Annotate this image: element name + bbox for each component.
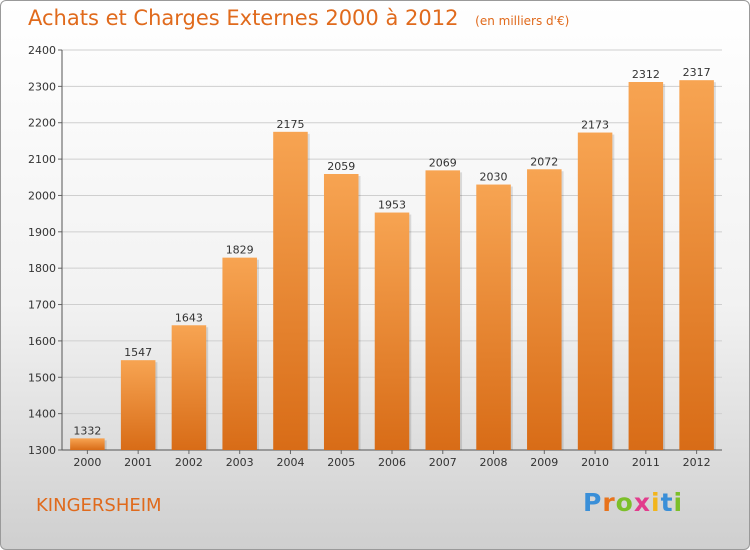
bars: [70, 80, 716, 451]
bar: [70, 438, 105, 450]
bar: [120, 360, 156, 450]
bar: [476, 184, 511, 450]
bar: [577, 132, 613, 450]
value-label: 1332: [73, 424, 101, 437]
chart-unit: (en milliers d'€): [475, 14, 570, 28]
value-label: 2173: [581, 119, 609, 132]
chart-title-text: Achats et Charges Externes 2000 à 2012: [28, 6, 459, 30]
x-tick-label: 2003: [226, 456, 254, 469]
x-tick-label: 2005: [327, 456, 355, 469]
y-tick-label: 2300: [28, 80, 56, 93]
value-labels: 1332 1547 1643 1829 2175 2059 1953 2069 2030 2072…: [73, 66, 710, 437]
value-label: 2072: [530, 155, 558, 168]
x-tick-label: 2011: [632, 456, 660, 469]
bar: [628, 82, 664, 450]
value-label: 2317: [683, 66, 711, 79]
bar: [273, 131, 308, 450]
y-tick-label: 2400: [28, 44, 56, 57]
y-tick-label: 1300: [28, 444, 56, 457]
x-tick-label: 2004: [276, 456, 304, 469]
x-tick-label: 2006: [378, 456, 406, 469]
chart-title: Achats et Charges Externes 2000 à 2012 (…: [28, 6, 569, 30]
bar: [171, 325, 207, 450]
y-tick-label: 2000: [28, 189, 56, 202]
value-label: 2059: [327, 160, 355, 173]
y-tick-label: 1800: [28, 262, 56, 275]
city-name: KINGERSHEIM: [36, 495, 162, 516]
y-tick-label: 1400: [28, 408, 56, 421]
logo-letter: x: [633, 488, 651, 517]
value-label: 2069: [429, 156, 457, 169]
bar: [527, 169, 562, 451]
logo-letter: t: [660, 488, 674, 517]
bar: [679, 80, 714, 450]
value-label: 1547: [124, 346, 152, 359]
value-label: 2030: [480, 171, 508, 184]
x-tick-label: 2002: [175, 456, 203, 469]
logo-letter: i: [673, 488, 684, 517]
x-tick-label: 2007: [429, 456, 457, 469]
y-tick-label: 1600: [28, 335, 56, 348]
y-tick-label: 1500: [28, 371, 56, 384]
logo-letter: i: [651, 488, 661, 517]
y-tick-label: 1700: [28, 299, 56, 312]
value-label: 1829: [226, 244, 254, 257]
y-tick-label: 1900: [28, 226, 56, 239]
logo-letter: P: [583, 488, 603, 517]
y-tick-label: 2100: [28, 153, 56, 166]
value-label: 2312: [632, 68, 660, 81]
bar: [374, 212, 410, 450]
x-tick-label: 2008: [480, 456, 508, 469]
logo-letter: o: [615, 488, 634, 517]
x-tick-label: 2010: [581, 456, 609, 469]
x-tick-label: 2009: [530, 456, 558, 469]
x-tick-label: 2001: [124, 456, 152, 469]
bar: [323, 174, 359, 450]
x-tick-label: 2000: [73, 456, 101, 469]
value-label: 2175: [276, 118, 304, 131]
axes: 1300 1400 1500 1600 1700 1800 1900 2000 2100 2200…: [28, 44, 722, 469]
proxiti-logo: Proxiti: [583, 488, 683, 517]
logo-letter: r: [602, 488, 616, 517]
bar: [222, 257, 257, 450]
y-tick-label: 2200: [28, 117, 56, 130]
x-tick-label: 2012: [683, 456, 711, 469]
value-label: 1643: [175, 311, 203, 324]
value-label: 1953: [378, 199, 406, 212]
bar: [425, 170, 461, 450]
